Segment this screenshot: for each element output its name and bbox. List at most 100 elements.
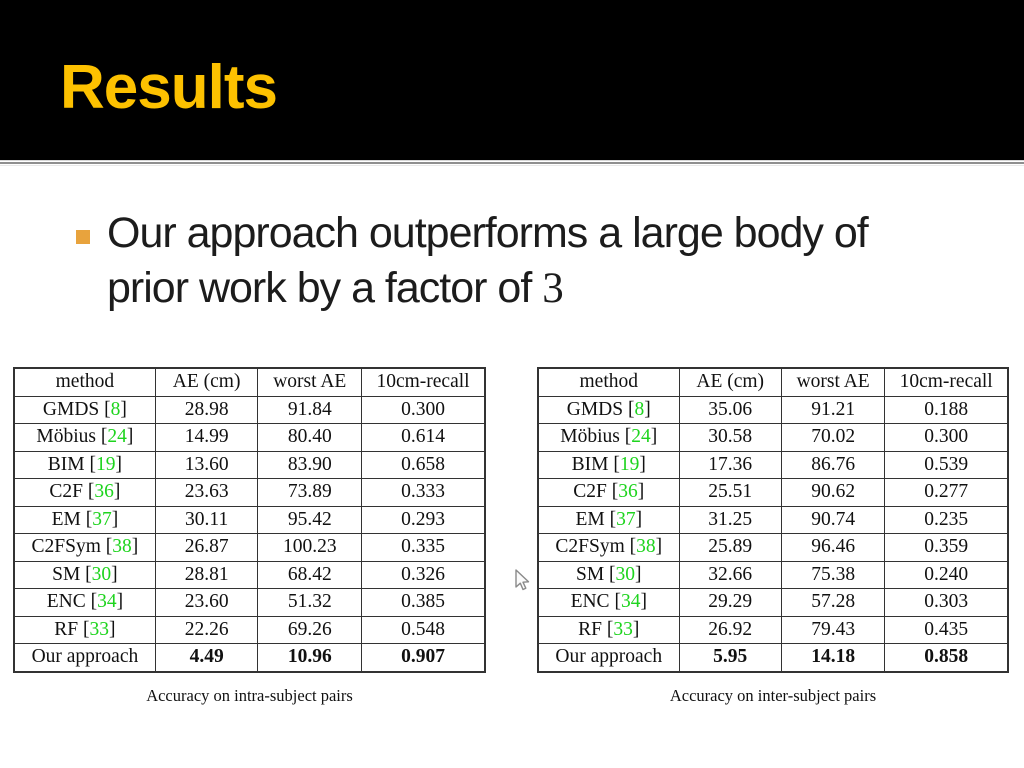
value-cell: 0.385	[361, 588, 486, 617]
value-cell: 30.58	[678, 423, 782, 452]
table-row: EM [37] 31.25 90.74 0.235	[537, 505, 1009, 534]
table-row: C2FSym [38] 26.87 100.23 0.335	[13, 533, 486, 562]
method-cell: ENC [34]	[13, 588, 156, 617]
value-cell: 0.235	[884, 505, 1009, 534]
method-cell: RF [33]	[537, 615, 680, 644]
value-cell: 96.46	[780, 533, 886, 562]
value-cell: 70.02	[780, 423, 886, 452]
value-cell: 51.32	[257, 588, 363, 617]
value-cell: 0.335	[361, 533, 486, 562]
inter-subject-table: method AE (cm) worst AE 10cm-recall GMDS [8]…	[537, 367, 1009, 673]
table-caption-inter: Accuracy on inter-subject pairs	[669, 685, 877, 705]
method-cell: C2FSym [38]	[13, 533, 156, 562]
method-cell: Our approach	[537, 643, 680, 672]
value-cell: 26.87	[154, 533, 259, 562]
value-cell: 0.240	[884, 560, 1009, 589]
value-cell: 25.51	[678, 478, 782, 507]
method-cell: C2F [36]	[537, 478, 680, 507]
value-cell: 75.38	[780, 560, 886, 589]
value-cell: 4.49	[154, 643, 259, 672]
citation-number: 19	[96, 453, 116, 475]
method-cell: EM [37]	[537, 505, 680, 534]
method-cell: C2FSym [38]	[537, 533, 680, 562]
value-cell: 28.81	[154, 560, 259, 589]
value-cell: 73.89	[257, 478, 363, 507]
value-cell: 68.42	[257, 560, 363, 589]
citation-number: 8	[634, 398, 645, 420]
value-cell: 79.43	[780, 615, 886, 644]
column-header: 10cm-recall	[884, 367, 1009, 397]
value-cell: 23.60	[154, 588, 259, 617]
table-header-row: method AE (cm) worst AE 10cm-recall	[13, 367, 486, 397]
value-cell: 0.614	[361, 423, 486, 452]
value-cell: 90.74	[780, 505, 886, 534]
table-caption-intra: Accuracy on intra-subject pairs	[146, 685, 353, 705]
square-bullet-icon	[76, 230, 90, 244]
method-cell: Möbius [24]	[537, 423, 680, 452]
method-cell: Möbius [24]	[13, 423, 156, 452]
header-divider-faint	[0, 165, 1024, 166]
method-cell: BIM [19]	[537, 450, 680, 479]
value-cell: 23.63	[154, 478, 259, 507]
value-cell: 29.29	[678, 588, 782, 617]
value-cell: 0.658	[361, 450, 486, 479]
inter-subject-table-block: method AE (cm) worst AE 10cm-recall GMDS [8]…	[537, 367, 1009, 706]
value-cell: 69.26	[257, 615, 363, 644]
table-row: C2F [36] 25.51 90.62 0.277	[537, 478, 1009, 507]
table-row: BIM [19] 13.60 83.90 0.658	[13, 450, 486, 479]
table-row: Our approach 5.95 14.18 0.858	[537, 643, 1009, 672]
value-cell: 13.60	[154, 450, 259, 479]
value-cell: 10.96	[257, 643, 363, 672]
value-cell: 0.359	[884, 533, 1009, 562]
value-cell: 0.300	[361, 395, 486, 424]
table-row: GMDS [8] 28.98 91.84 0.300	[13, 395, 486, 424]
citation-number: 34	[97, 591, 117, 613]
table-row: GMDS [8] 35.06 91.21 0.188	[537, 395, 1009, 424]
column-header: AE (cm)	[678, 367, 782, 397]
citation-number: 36	[618, 481, 638, 503]
citation-number: 30	[615, 563, 636, 585]
table-row: EM [37] 30.11 95.42 0.293	[13, 505, 486, 534]
value-cell: 30.11	[154, 505, 259, 534]
citation-number: 19	[619, 453, 640, 475]
value-cell: 91.84	[257, 395, 363, 424]
method-cell: EM [37]	[13, 505, 156, 534]
value-cell: 25.89	[678, 533, 782, 562]
value-cell: 0.326	[361, 560, 486, 589]
bullet-line1: Our approach outperforms a large body of	[107, 209, 869, 257]
value-cell: 0.277	[884, 478, 1009, 507]
method-cell: SM [30]	[537, 560, 680, 589]
method-cell: ENC [34]	[537, 588, 680, 617]
method-cell: BIM [19]	[13, 450, 156, 479]
value-cell: 100.23	[257, 533, 363, 562]
value-cell: 95.42	[257, 505, 363, 534]
bullet-item: Our approach outperforms a large body of…	[76, 206, 976, 316]
slide-header: Results	[0, 0, 1024, 160]
value-cell: 32.66	[678, 560, 782, 589]
value-cell: 80.40	[257, 423, 363, 452]
header-divider-line	[0, 162, 1024, 164]
value-cell: 0.293	[361, 505, 486, 534]
arrow-pointer-icon	[515, 569, 530, 591]
value-cell: 31.25	[678, 505, 782, 534]
table-row: ENC [34] 29.29 57.28 0.303	[537, 588, 1009, 617]
table-row: SM [30] 32.66 75.38 0.240	[537, 560, 1009, 589]
citation-number: 33	[89, 618, 110, 640]
value-cell: 17.36	[678, 450, 782, 479]
value-cell: 0.435	[884, 615, 1009, 644]
citation-number: 30	[91, 563, 112, 585]
value-cell: 0.300	[884, 423, 1009, 452]
bullet-text: Our approach outperforms a large body of…	[107, 206, 869, 316]
intra-subject-table-block: method AE (cm) worst AE 10cm-recall GMDS [8]…	[13, 367, 486, 706]
bullet-line2: prior work by a factor of	[107, 264, 543, 312]
value-cell: 5.95	[678, 643, 782, 672]
table-row: Möbius [24] 30.58 70.02 0.300	[537, 423, 1009, 452]
column-header: AE (cm)	[154, 367, 259, 397]
value-cell: 0.539	[884, 450, 1009, 479]
table-row: RF [33] 26.92 79.43 0.435	[537, 615, 1009, 644]
intra-subject-table: method AE (cm) worst AE 10cm-recall GMDS [8]…	[13, 367, 486, 673]
table-row: ENC [34] 23.60 51.32 0.385	[13, 588, 486, 617]
page-title: Results	[60, 53, 278, 122]
value-cell: 0.188	[884, 395, 1009, 424]
